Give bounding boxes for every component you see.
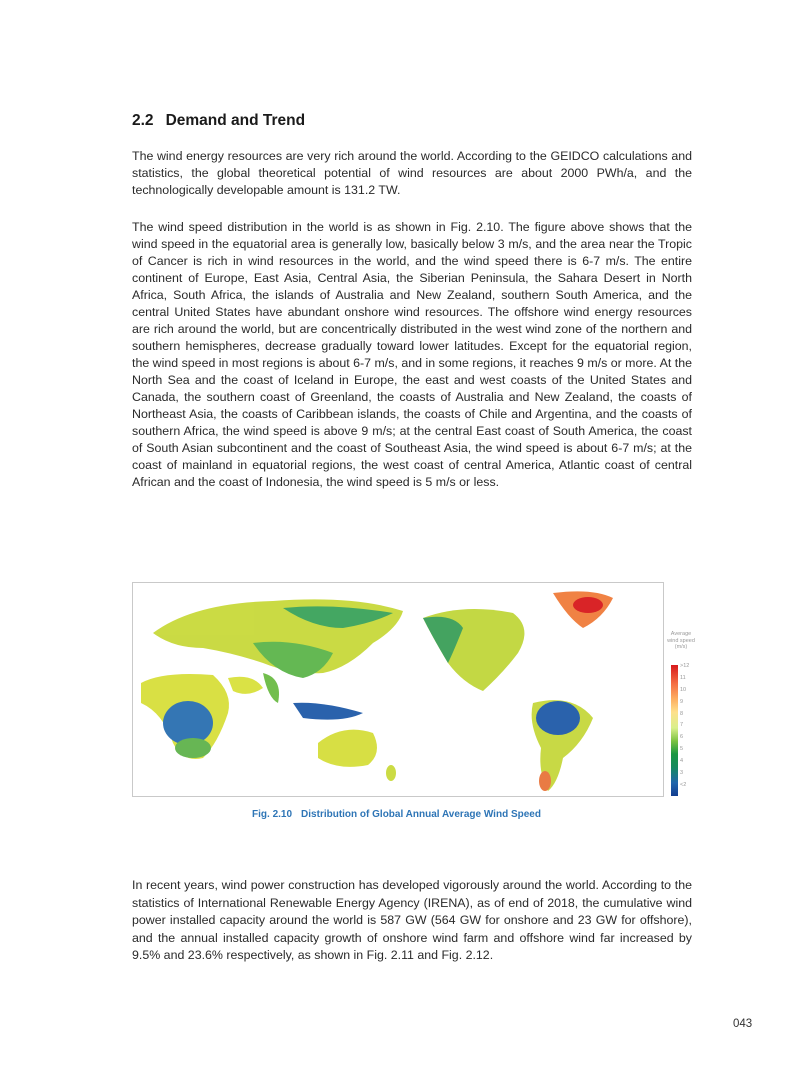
legend-tick: 3 xyxy=(680,770,684,777)
legend-tick: 9 xyxy=(680,698,684,705)
legend-tick: 11 xyxy=(680,674,686,681)
legend-tick: 4 xyxy=(680,758,684,765)
legend-tick: 7 xyxy=(680,722,684,729)
world-map-image xyxy=(141,591,613,791)
legend-tick: 5 xyxy=(680,746,684,753)
section-title: Demand and Trend xyxy=(165,112,306,129)
figure-caption: Fig. 2.10 Distribution of Global Annual A… xyxy=(0,809,793,820)
section-heading: 2.2 Demand and Trend xyxy=(132,112,305,130)
legend-tick: >12 xyxy=(680,663,690,669)
section-number: 2.2 xyxy=(132,112,154,129)
paragraph-3: In recent years, wind power construction… xyxy=(132,878,692,963)
figure-label: Fig. 2.10 xyxy=(252,809,293,820)
legend-title: Average wind speed (m/s) xyxy=(667,631,695,650)
wind-speed-map xyxy=(132,582,664,797)
legend-tick: 10 xyxy=(680,686,687,693)
page-number: 043 xyxy=(733,1018,753,1030)
paragraph-1: The wind energy resources are very rich … xyxy=(132,149,692,197)
legend-tick: 8 xyxy=(680,710,684,717)
legend-color-bar xyxy=(671,665,678,796)
paragraph-2: The wind speed distribution in the world… xyxy=(132,220,692,489)
figure-title: Distribution of Global Annual Average Wi… xyxy=(301,809,541,820)
legend-tick: <2 xyxy=(680,781,687,788)
legend-ticks: >12 11 10 9 8 7 6 5 4 3 <2 xyxy=(680,663,689,794)
legend-tick: 6 xyxy=(680,734,684,741)
